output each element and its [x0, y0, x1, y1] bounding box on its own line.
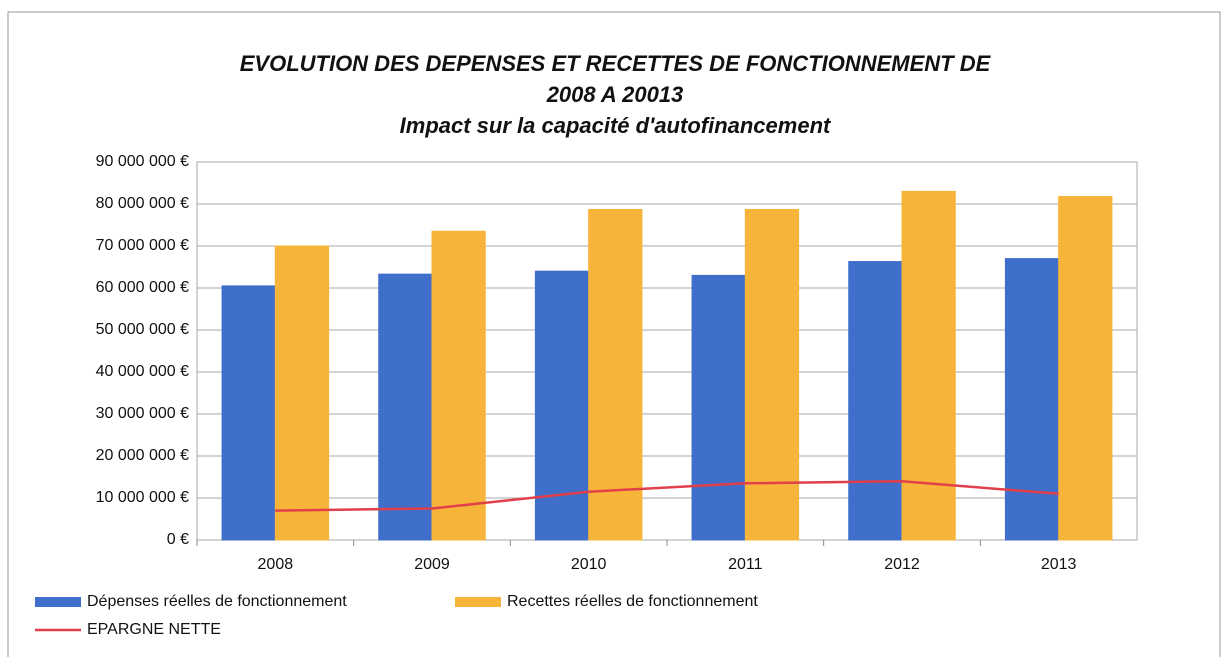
bar [848, 261, 903, 541]
legend-swatch [35, 597, 81, 607]
y-tick-label: 70 000 000 € [96, 237, 190, 254]
bar [691, 274, 746, 541]
x-tick-label: 2009 [414, 556, 450, 573]
x-tick-label: 2010 [571, 556, 607, 573]
y-tick-label: 10 000 000 € [96, 489, 190, 506]
y-tick-label: 40 000 000 € [96, 363, 190, 380]
bar [1004, 258, 1060, 541]
bar [744, 208, 800, 541]
x-tick-label: 2013 [1041, 556, 1077, 573]
x-tick-label: 2012 [884, 556, 920, 573]
x-tick-label: 2008 [258, 556, 294, 573]
bar [534, 270, 590, 541]
frame [7, 11, 1221, 657]
y-tick-label: 50 000 000 € [96, 321, 190, 338]
legend-label: Recettes réelles de fonctionnement [507, 593, 758, 610]
y-tick-label: 80 000 000 € [96, 195, 190, 212]
bar [1058, 195, 1113, 541]
legend-swatch [455, 597, 501, 607]
bar [588, 208, 643, 541]
x-tick-label: 2011 [728, 556, 763, 573]
y-tick-label: 90 000 000 € [96, 153, 190, 170]
line [275, 479, 1059, 512]
chart-title: 2008 A 20013 [546, 82, 684, 107]
chart-title: EVOLUTION DES DEPENSES ET RECETTES DE FO… [240, 51, 992, 76]
bar [221, 285, 276, 541]
y-tick-label: 20 000 000 € [96, 447, 190, 464]
bar [901, 190, 956, 541]
bar [431, 230, 486, 541]
chart-subtitle: Impact sur la capacité d'autofinancement [400, 113, 832, 138]
legend-label: EPARGNE NETTE [87, 621, 221, 638]
y-tick-label: 0 € [167, 531, 189, 548]
y-tick-label: 60 000 000 € [96, 279, 190, 296]
plot-area [196, 161, 1138, 541]
y-tick-label: 30 000 000 € [96, 405, 190, 422]
bar [378, 273, 433, 541]
legend-label: Dépenses réelles de fonctionnement [87, 593, 347, 610]
bar [274, 245, 330, 541]
